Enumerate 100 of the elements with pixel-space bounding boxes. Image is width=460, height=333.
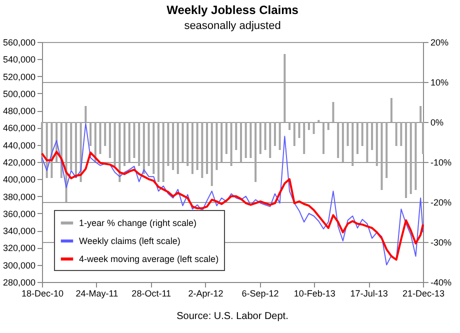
bar <box>352 122 354 166</box>
bar <box>41 122 43 162</box>
bar <box>191 122 194 174</box>
bar <box>284 54 286 122</box>
bar <box>327 122 330 130</box>
bar <box>196 122 198 170</box>
y-tick-label: 420,000 <box>2 158 36 168</box>
bar <box>186 122 189 166</box>
bar <box>133 122 136 158</box>
bar <box>269 122 272 158</box>
bar <box>216 122 218 170</box>
bar <box>138 122 140 166</box>
bar <box>230 122 232 166</box>
bar <box>312 122 315 134</box>
y-tick-label: 280,000 <box>2 278 36 288</box>
bar <box>395 122 398 146</box>
bar <box>410 122 412 194</box>
y2-tick-label: -40% <box>430 278 452 288</box>
x-tick-label: 6-Sep-12 <box>242 288 279 298</box>
y2-tick-label: -20% <box>430 198 452 208</box>
bar <box>142 122 145 174</box>
bar <box>70 122 72 170</box>
bar <box>206 122 208 174</box>
bar <box>104 122 106 146</box>
y2-tick-label: 10% <box>430 78 449 88</box>
y-tick-label: 440,000 <box>2 140 36 150</box>
bar <box>414 122 417 190</box>
chart-subtitle: seasonally adjusted <box>184 20 281 32</box>
y-tick-label: 500,000 <box>2 88 36 99</box>
bar <box>172 122 174 170</box>
bar <box>380 122 383 190</box>
bar <box>422 122 424 154</box>
bar <box>303 122 306 154</box>
y-tick-label: 480,000 <box>2 106 36 116</box>
y-tick-label: 400,000 <box>2 174 36 185</box>
bar <box>99 122 102 154</box>
x-tick-label: 10-Feb-13 <box>294 288 336 298</box>
bar <box>94 122 96 162</box>
y2-tick-label: 20% <box>430 38 449 48</box>
legend-label: 4-week moving average (left scale) <box>79 254 219 264</box>
y-tick-label: 540,000 <box>2 54 36 65</box>
y2-tick-label: 0% <box>430 118 444 128</box>
x-tick-label: 24-May-11 <box>76 288 118 298</box>
bar <box>386 122 388 178</box>
bar <box>298 122 300 138</box>
bar <box>376 122 378 166</box>
bar <box>293 122 296 146</box>
x-tick-label: 21-Dec-13 <box>402 288 445 298</box>
bar <box>74 122 77 178</box>
bar <box>274 122 276 146</box>
bar <box>288 122 291 130</box>
x-tick-label: 17-Jul-13 <box>350 288 388 298</box>
bar <box>346 122 349 146</box>
legend-label: 1-year % change (right scale) <box>79 218 197 228</box>
bar <box>148 122 150 166</box>
bar <box>405 122 408 198</box>
chart-title: Weekly Jobless Claims <box>166 3 299 17</box>
bar <box>332 102 334 122</box>
bar <box>366 122 368 162</box>
bar <box>118 122 121 182</box>
bar <box>371 122 374 150</box>
bar <box>250 122 252 158</box>
y-tick-label: 360,000 <box>2 208 36 219</box>
bar <box>65 122 68 202</box>
bar <box>322 122 325 154</box>
x-tick-label: 2-Apr-12 <box>188 288 224 298</box>
bar <box>124 122 126 166</box>
bar <box>182 122 184 162</box>
source-note: Source: U.S. Labor Dept. <box>176 311 288 322</box>
bar <box>220 122 223 162</box>
bar <box>114 122 116 166</box>
bar <box>108 122 111 158</box>
y-tick-label: 320,000 <box>2 243 36 254</box>
bar <box>235 122 238 150</box>
bar <box>278 122 281 150</box>
bar <box>356 122 358 154</box>
y2-tick-label: -30% <box>430 238 452 248</box>
bar <box>420 106 422 122</box>
bar <box>128 122 130 162</box>
y-tick-label: 340,000 <box>2 226 36 236</box>
bar <box>167 122 170 166</box>
x-tick-label: 28-Oct-11 <box>132 288 172 298</box>
y-tick-label: 560,000 <box>2 38 36 48</box>
bar <box>157 122 160 182</box>
bar <box>210 122 213 186</box>
legend-label: Weekly claims (left scale) <box>79 236 180 246</box>
bar <box>259 122 262 154</box>
y-tick-label: 520,000 <box>2 72 36 82</box>
line-series <box>42 122 424 266</box>
bar <box>152 122 155 174</box>
bar <box>342 122 344 162</box>
bar <box>176 122 179 174</box>
y-tick-label: 380,000 <box>2 192 36 202</box>
bar <box>240 122 242 162</box>
x-tick-label: 18-Dec-10 <box>21 288 64 298</box>
bar <box>244 122 247 158</box>
bar <box>400 122 402 146</box>
bar <box>90 122 92 146</box>
bar <box>361 122 364 146</box>
bar <box>308 122 310 130</box>
